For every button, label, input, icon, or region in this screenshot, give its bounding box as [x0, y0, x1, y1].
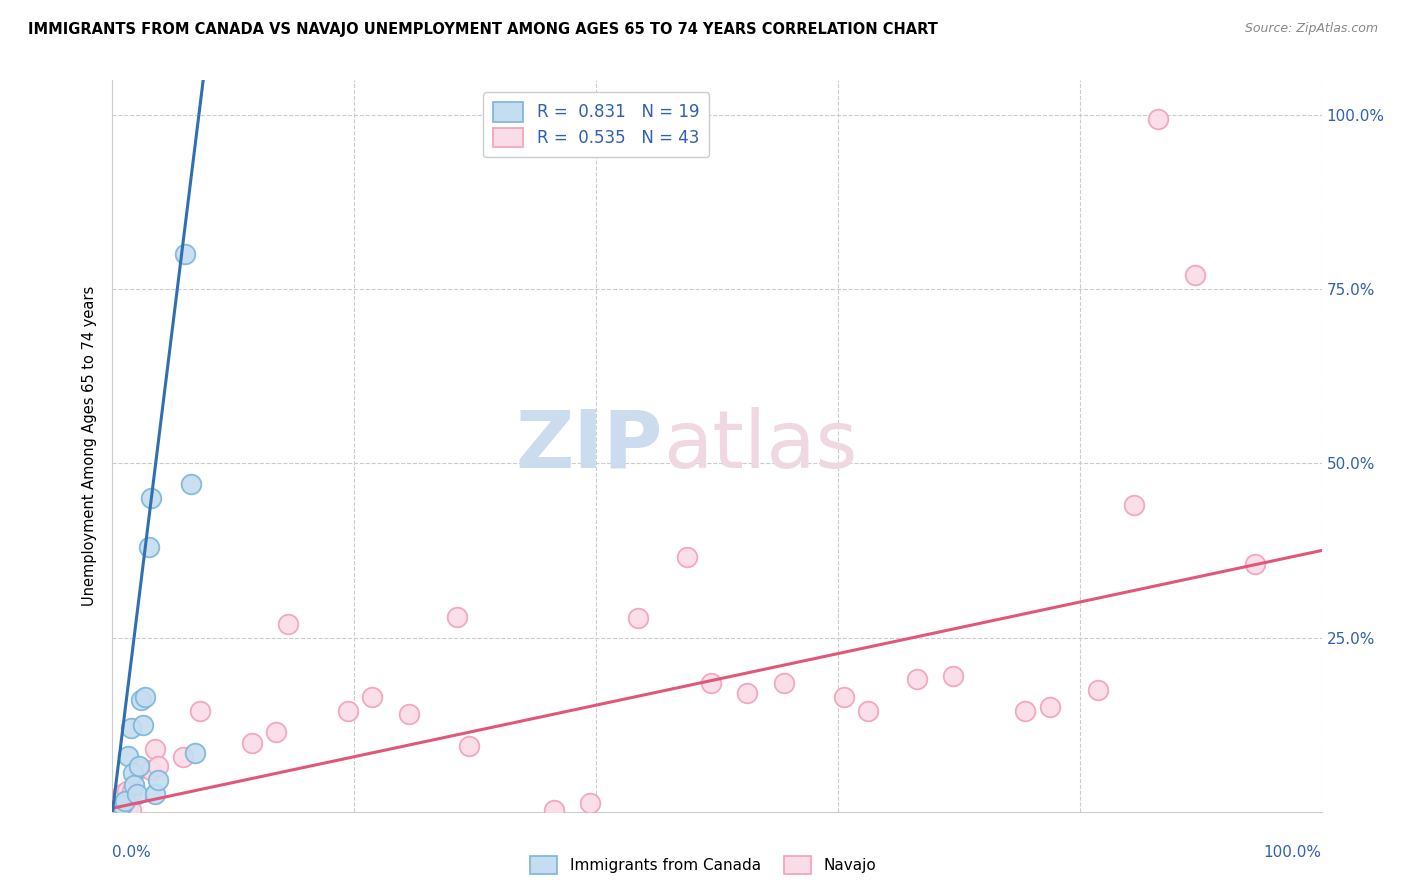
Legend: Immigrants from Canada, Navajo: Immigrants from Canada, Navajo [524, 850, 882, 880]
Text: IMMIGRANTS FROM CANADA VS NAVAJO UNEMPLOYMENT AMONG AGES 65 TO 74 YEARS CORRELAT: IMMIGRANTS FROM CANADA VS NAVAJO UNEMPLO… [28, 22, 938, 37]
Point [856, 704, 880, 718]
Point [579, 797, 602, 811]
Point [104, 801, 127, 815]
Point [1244, 558, 1267, 572]
Point [121, 784, 143, 798]
Point [172, 750, 194, 764]
Point [128, 762, 150, 776]
Point [138, 540, 160, 554]
Point [108, 801, 131, 815]
Point [905, 673, 928, 687]
Point [446, 609, 468, 624]
Point [143, 787, 166, 801]
Point [105, 799, 128, 814]
Point [143, 742, 166, 756]
Point [148, 773, 170, 788]
Point [125, 787, 148, 801]
Point [114, 797, 136, 812]
Point [543, 803, 565, 817]
Point [264, 724, 287, 739]
Point [107, 801, 129, 815]
Point [398, 707, 420, 722]
Point [772, 676, 794, 690]
Point [117, 799, 139, 814]
Point [188, 704, 211, 718]
Text: atlas: atlas [662, 407, 858, 485]
Point [277, 616, 299, 631]
Text: 0.0%: 0.0% [112, 845, 152, 860]
Point [131, 693, 153, 707]
Point [117, 749, 139, 764]
Point [180, 477, 202, 491]
Point [1147, 112, 1170, 126]
Point [120, 803, 142, 817]
Point [627, 611, 650, 625]
Point [115, 784, 138, 798]
Point [128, 759, 150, 773]
Point [122, 778, 145, 792]
Point [361, 690, 384, 704]
Point [141, 763, 163, 777]
Text: Source: ZipAtlas.com: Source: ZipAtlas.com [1244, 22, 1378, 36]
Point [183, 746, 205, 760]
Point [737, 686, 759, 700]
Point [122, 766, 145, 780]
Point [111, 787, 134, 801]
Point [141, 491, 163, 506]
Point [1014, 704, 1036, 718]
Point [1038, 700, 1062, 714]
Point [337, 704, 360, 718]
Text: 100.0%: 100.0% [1264, 845, 1322, 860]
Point [832, 690, 855, 704]
Point [134, 690, 156, 704]
Point [240, 736, 263, 750]
Point [458, 739, 481, 753]
Legend: R =  0.831   N = 19, R =  0.535   N = 43: R = 0.831 N = 19, R = 0.535 N = 43 [484, 92, 709, 157]
Point [110, 803, 132, 817]
Point [107, 794, 129, 808]
Point [1087, 682, 1109, 697]
Point [675, 550, 697, 565]
Point [132, 717, 155, 731]
Point [1123, 498, 1146, 512]
Point [111, 797, 134, 812]
Point [174, 247, 197, 261]
Y-axis label: Unemployment Among Ages 65 to 74 years: Unemployment Among Ages 65 to 74 years [82, 285, 97, 607]
Point [1184, 268, 1206, 283]
Point [700, 676, 723, 690]
Point [942, 669, 965, 683]
Text: ZIP: ZIP [516, 407, 662, 485]
Point [148, 759, 170, 773]
Point [120, 721, 142, 735]
Point [114, 794, 136, 808]
